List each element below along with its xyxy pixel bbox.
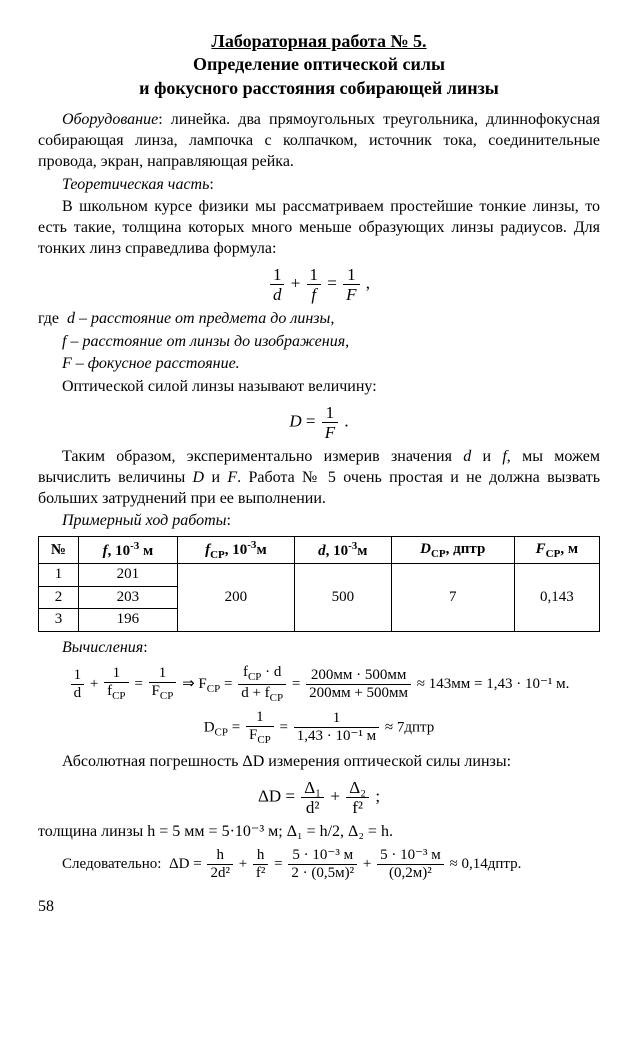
formula-lens: 1d + 1f = 1F , (38, 266, 600, 303)
th-n: № (39, 537, 79, 564)
formula-dd: ΔD = Δ₁d² + Δ₂f² ; (38, 779, 600, 816)
formula-dcp: DСР = 1FСР = 11,43 · 10⁻¹ м ≈ 7дптр (38, 710, 600, 746)
data-table: № f, 10-3 м fСР, 10-3м d, 10-3м DСР, дпт… (38, 536, 600, 632)
var-F: F – фокусное расстояние. (62, 355, 240, 372)
equipment-paragraph: Оборудование: линейка. два прямоугольных… (38, 110, 600, 172)
theory-label: Теоретическая часть (62, 176, 209, 193)
abs-err-text: Абсолютная погрешность ΔD измерения опти… (38, 752, 600, 773)
power-text: Оптической силой линзы называют величину… (38, 377, 600, 398)
page-number: 58 (38, 897, 600, 918)
procedure-label: Примерный ход работы: (38, 511, 600, 532)
th-fcp: fСР, 10-3м (177, 537, 294, 564)
equipment-label: Оборудование (62, 111, 158, 128)
title-line2: Определение оптической силы (193, 54, 445, 74)
formula-fcp: 1d + 1fСР = 1FСР ⇒ FСР = fСР · dd + fСР … (38, 665, 600, 704)
th-Fcp: FСР, м (514, 537, 599, 564)
where: где d – расстояние от предмета до линзы, (38, 309, 600, 330)
theory-label-p: Теоретическая часть: (38, 175, 600, 196)
calc-label: Вычисления: (38, 638, 600, 659)
title: Лабораторная работа № 5. Определение опт… (38, 30, 600, 100)
table-row: 1 201 200 500 7 0,143 (39, 564, 600, 587)
formula-power: D = 1F . (38, 404, 600, 441)
var-d: d – расстояние от предмета до линзы, (67, 310, 334, 327)
var-f: f – расстояние от линзы до изображения, (62, 333, 349, 350)
th-d: d, 10-3м (294, 537, 391, 564)
title-line1: Лабораторная работа № 5. (211, 31, 426, 51)
thus-paragraph: Таким образом, экспериментально измерив … (38, 447, 600, 509)
th-dcp: DСР, дптр (391, 537, 514, 564)
theory-text: В школьном курсе физики мы рассматриваем… (38, 197, 600, 259)
formula-final: Следовательно: ΔD = h2d² + hf² = 5 · 10⁻… (38, 848, 600, 881)
th-f: f, 10-3 м (78, 537, 177, 564)
thickness-text: толщина линзы h = 5 мм = 5·10⁻³ м; Δ₁ = … (38, 822, 600, 843)
title-line3: и фокусного расстояния собирающей линзы (139, 78, 499, 98)
